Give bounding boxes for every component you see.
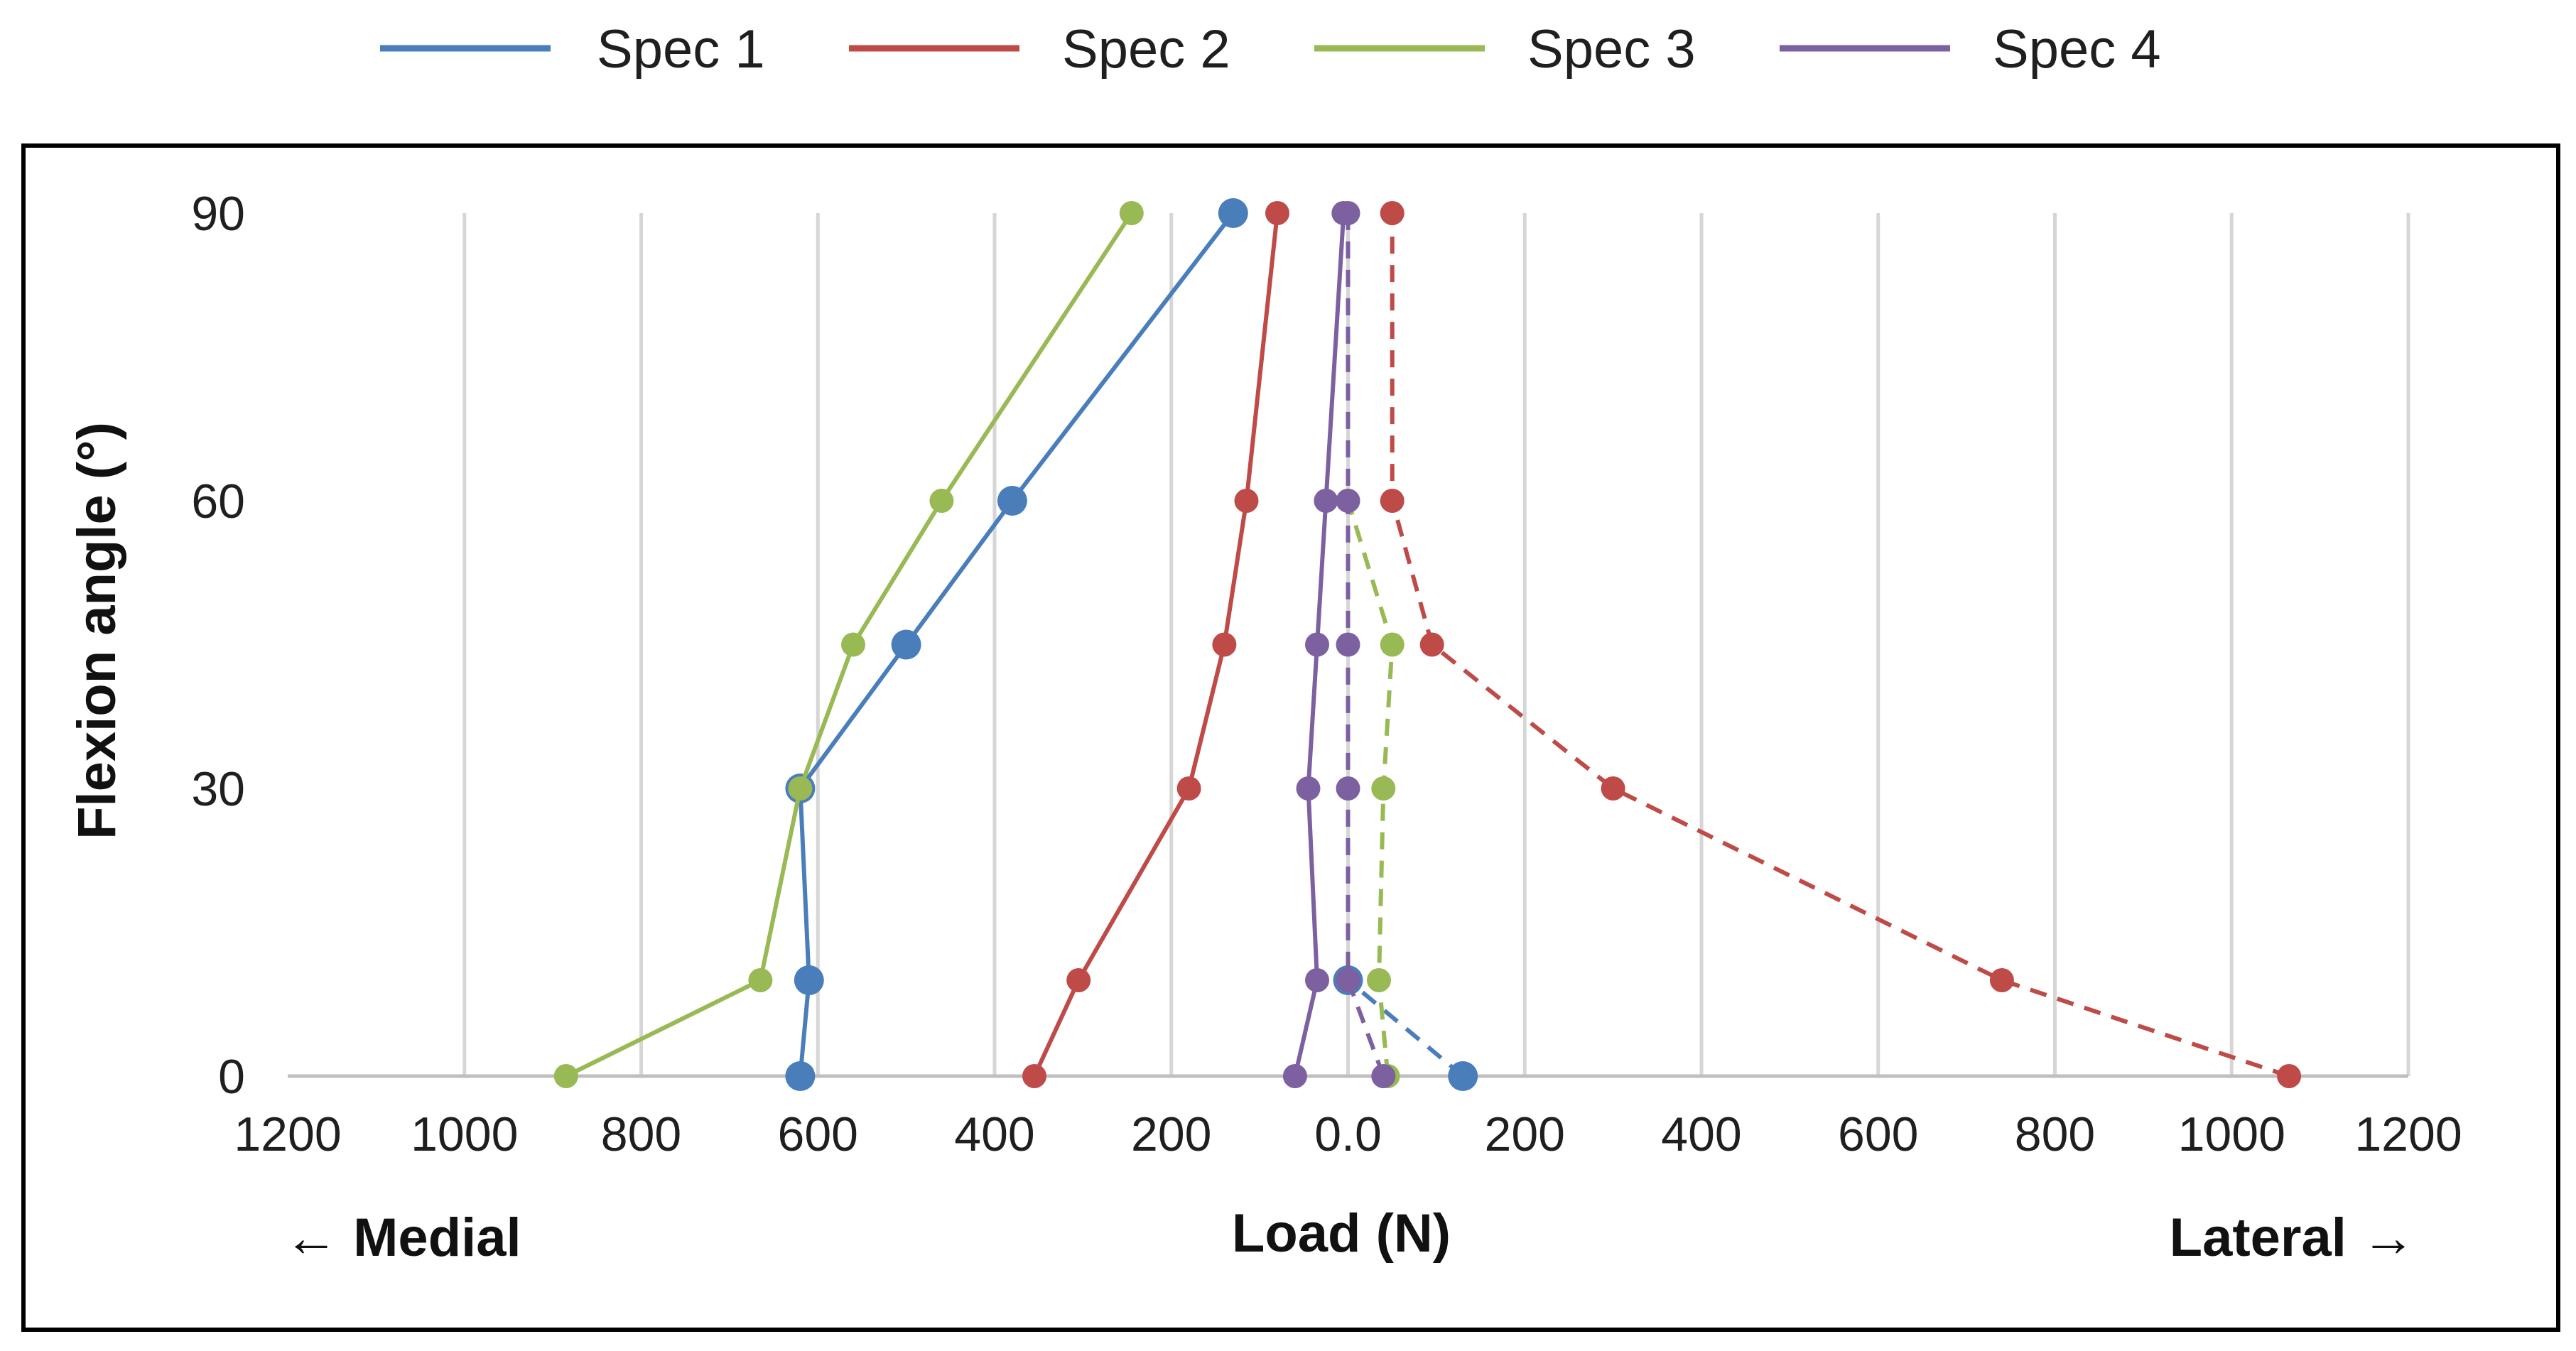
spec-4-lateral-point: [1336, 632, 1360, 657]
spec-2-lateral-point: [1601, 776, 1625, 801]
spec-4-medial-point: [1296, 776, 1321, 801]
x-tick-label: 1200: [2354, 1107, 2462, 1161]
spec-3-medial-point: [553, 1064, 578, 1088]
legend-label-spec-2: Spec 2: [1062, 19, 1230, 80]
x-tick-label: 200: [1485, 1107, 1565, 1161]
spec-4-medial-point: [1305, 632, 1329, 657]
spec-2-medial-point: [1066, 968, 1091, 992]
y-tick-label: 90: [191, 187, 245, 241]
spec-2-lateral-point: [2277, 1064, 2302, 1088]
x-tick-label: 800: [601, 1107, 681, 1161]
medial-direction-label: ← Medial: [284, 1208, 521, 1268]
spec-1-medial-point: [1218, 198, 1248, 228]
spec-3-lateral-point: [1371, 776, 1396, 801]
plot-area: [553, 198, 2302, 1091]
x-tick-label: 400: [954, 1107, 1034, 1161]
y-tick-label: 60: [191, 474, 245, 528]
y-tick-label: 30: [191, 762, 245, 816]
spec-2-lateral-point: [1380, 489, 1405, 513]
x-tick-label: 600: [1838, 1107, 1918, 1161]
x-tick-label: 1000: [2178, 1107, 2285, 1161]
y-axis-title: Flexion angle (°): [67, 422, 127, 840]
lateral-direction-label: Lateral →: [2170, 1208, 2415, 1268]
x-tick-label: 1000: [411, 1107, 518, 1161]
chart-frame: [21, 143, 2560, 1332]
spec-2-lateral-point: [1989, 968, 2014, 992]
spec-2-medial-point: [1234, 489, 1259, 513]
spec-2-lateral-point: [1419, 632, 1444, 657]
spec-4-medial-point: [1331, 201, 1356, 225]
legend: Spec 1 Spec 2 Spec 3 Spec 4: [380, 19, 2161, 80]
x-tick-label: 600: [778, 1107, 858, 1161]
legend-label-spec-1: Spec 1: [597, 19, 765, 80]
legend-label-spec-3: Spec 3: [1527, 19, 1696, 80]
spec-4-medial-point: [1314, 489, 1338, 513]
spec-4-lateral-line: [1346, 213, 1386, 1078]
spec-3-medial-line: [565, 212, 1134, 1078]
spec-4-lateral-point: [1336, 489, 1360, 513]
spec-3-medial-point: [788, 776, 813, 801]
spec-3-lateral-point: [1380, 632, 1405, 657]
x-tick-label: 200: [1131, 1107, 1211, 1161]
spec-2-medial-point: [1022, 1064, 1046, 1088]
x-tick-label: 400: [1661, 1107, 1741, 1161]
spec-3-medial-point: [841, 632, 865, 657]
spec-3-lateral-point: [1367, 968, 1391, 992]
spec-4-lateral-point: [1371, 1064, 1396, 1088]
x-tick-label: 0.0: [1314, 1107, 1382, 1161]
spec-1-medial-point: [794, 965, 824, 995]
spec-1-lateral-line: [1346, 978, 1465, 1078]
spec-4-medial-line: [1292, 212, 1346, 1077]
spec-1-medial-line: [798, 212, 1235, 1077]
spec-3-medial-point: [1119, 201, 1144, 225]
spec-2-medial-point: [1265, 201, 1289, 225]
spec-2-medial-point: [1176, 776, 1201, 801]
spec-4-lateral-point: [1336, 776, 1360, 801]
axes: 1200 1000 800 600 400 200 0.0 200 400 600 800 1000 1…: [191, 187, 2462, 1161]
spec-1-medial-point: [891, 629, 921, 660]
x-tick-label: 1200: [234, 1107, 341, 1161]
spec-3-medial-point: [748, 968, 773, 992]
spec-1-lateral-point: [1448, 1061, 1478, 1091]
spec-2-lateral-point: [1380, 201, 1405, 225]
spec-4-medial-point: [1282, 1064, 1307, 1088]
spec-2-medial-point: [1212, 632, 1237, 657]
legend-label-spec-4: Spec 4: [1993, 19, 2161, 80]
x-tick-label: 800: [2015, 1107, 2095, 1161]
spec-4-lateral-point: [1336, 968, 1360, 992]
spec-2-medial-line: [1032, 212, 1279, 1078]
y-tick-label: 0: [218, 1050, 245, 1104]
spec-4-medial-point: [1305, 968, 1329, 992]
spec-1-medial-point: [785, 1061, 816, 1091]
spec-1-medial-point: [997, 486, 1027, 516]
spec-3-medial-point: [929, 489, 954, 513]
x-axis-title: Load (N): [1232, 1203, 1451, 1264]
